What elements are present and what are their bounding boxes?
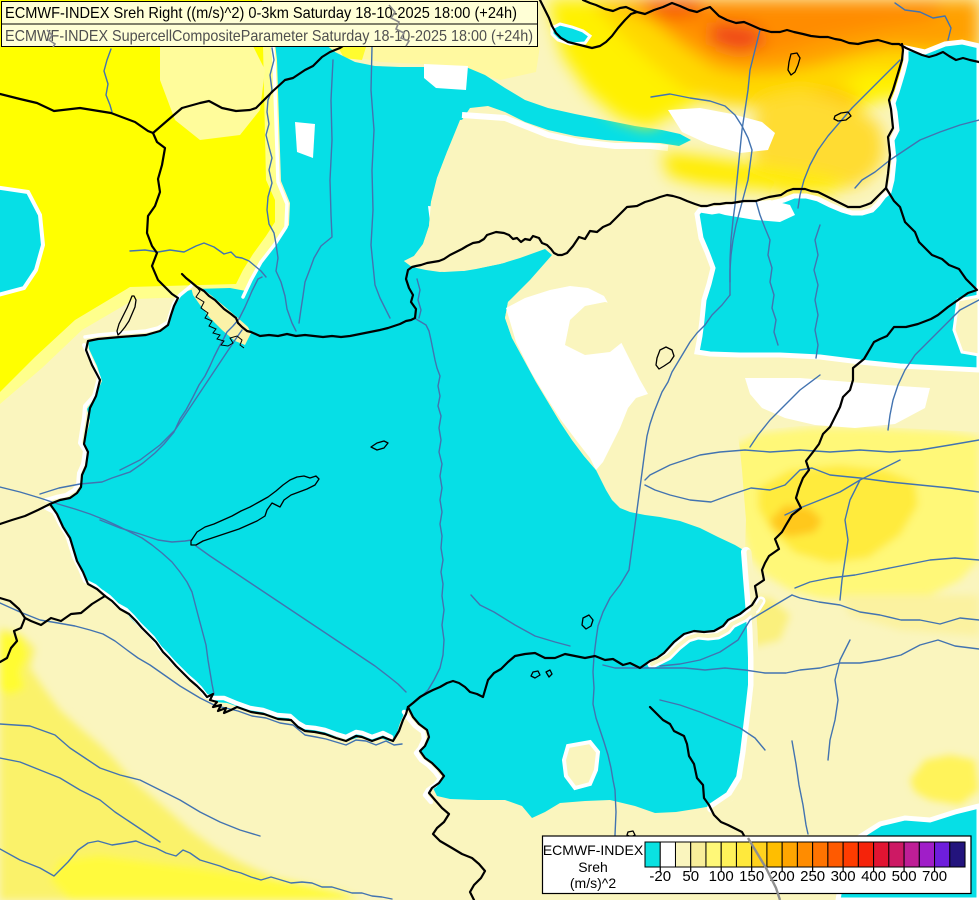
svg-text:ECMWF-INDEX SupercellComposite: ECMWF-INDEX SupercellCompositeParameter … bbox=[5, 28, 533, 45]
svg-text:Sreh: Sreh bbox=[578, 859, 608, 875]
svg-text:50: 50 bbox=[682, 868, 699, 885]
svg-text:ECMWF-INDEX Sreh Right ((m/s)^: ECMWF-INDEX Sreh Right ((m/s)^2) 0-3km S… bbox=[5, 5, 517, 22]
svg-text:-20: -20 bbox=[649, 868, 671, 885]
svg-text:400: 400 bbox=[861, 868, 886, 885]
svg-text:500: 500 bbox=[892, 868, 917, 885]
svg-text:(m/s)^2: (m/s)^2 bbox=[570, 875, 616, 891]
svg-text:250: 250 bbox=[800, 868, 825, 885]
svg-text:150: 150 bbox=[739, 868, 764, 885]
svg-text:100: 100 bbox=[709, 868, 734, 885]
svg-text:200: 200 bbox=[770, 868, 795, 885]
svg-text:300: 300 bbox=[831, 868, 856, 885]
svg-text:ECMWF-INDEX: ECMWF-INDEX bbox=[543, 842, 644, 858]
svg-text:700: 700 bbox=[922, 868, 947, 885]
